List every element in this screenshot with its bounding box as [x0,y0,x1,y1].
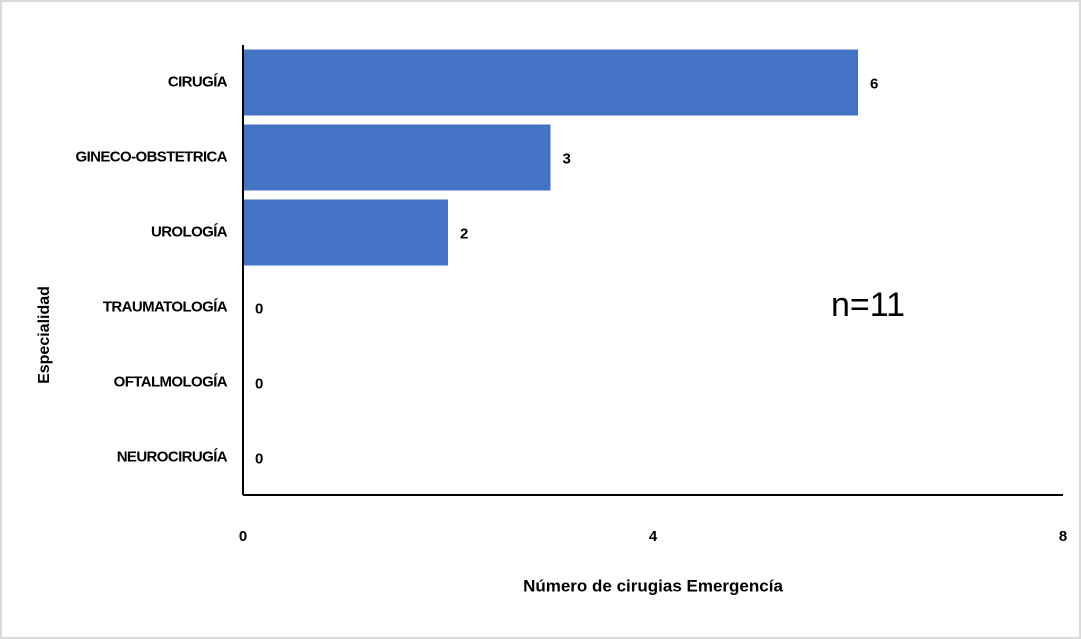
y-axis-label: Especialidad [36,286,53,384]
data-label: 0 [255,375,263,392]
data-label: 0 [255,450,263,467]
y-tick-label: NEUROCIRUGÍA [117,448,228,465]
x-tick-label: 4 [649,528,658,545]
data-label: 3 [563,150,571,167]
bar [243,124,551,191]
y-tick-label: OFTALMOLOGÍA [114,373,228,390]
data-label: 2 [460,225,468,242]
data-label: 6 [870,75,878,92]
y-tick-label: CIRUGÍA [168,73,228,90]
bar [243,199,448,266]
y-tick-label: UROLOGÍA [151,223,228,240]
annotation: n=11 [831,286,905,324]
x-tick-label: 8 [1059,528,1067,545]
data-label: 0 [255,300,263,317]
y-tick-label: TRAUMATOLOGÍA [103,298,228,315]
x-axis-label: Número de cirugias Emergencía [523,576,783,595]
bar [243,49,858,116]
x-tick-label: 0 [239,528,247,545]
y-tick-label: GINECO-OBSTETRICA [76,148,228,165]
